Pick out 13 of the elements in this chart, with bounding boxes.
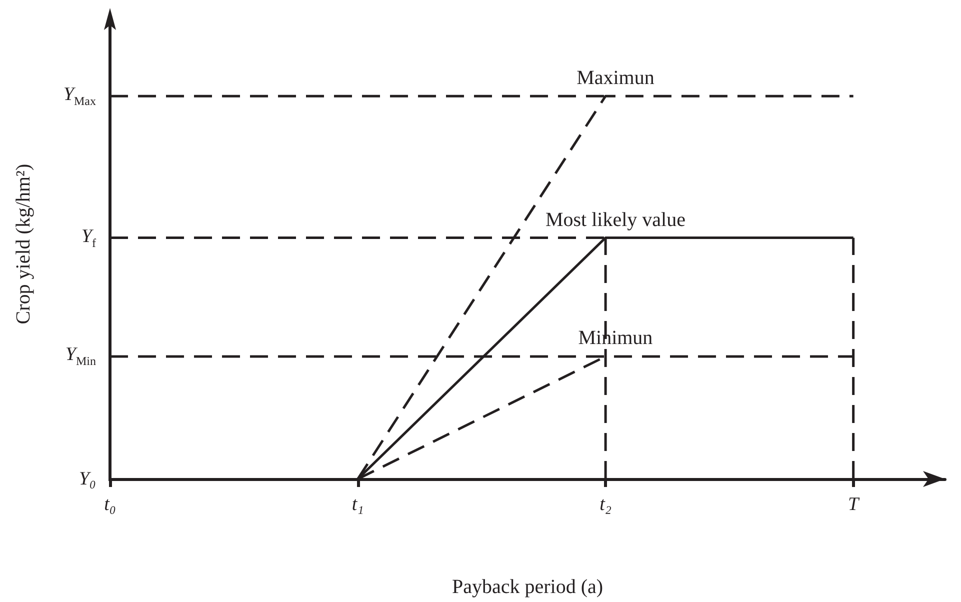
x-axis-title: Payback period (a) [452,576,604,598]
y-axis-title: Crop yield (kg/hm²) [12,163,36,324]
text: Y₀ [78,468,96,490]
x-tick-label: T [848,494,860,515]
annotation: Most likely value [545,208,686,231]
x-tick-label: t₀ [104,494,116,515]
annotation: Y$_{f}$ [81,226,96,250]
annotation: Y$_{Min}$ [65,344,96,368]
x-tick-label: t₂ [600,494,612,515]
x-tick-label: t₁ [352,494,364,515]
annotation: Maximun [576,67,654,90]
annotation: Minimun [578,327,653,350]
annotation: Y$_{Max}$ [63,84,96,108]
